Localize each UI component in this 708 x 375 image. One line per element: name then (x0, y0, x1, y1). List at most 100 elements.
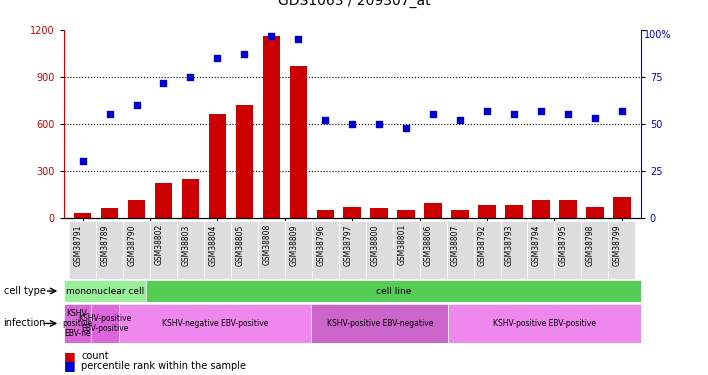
Text: GSM38803: GSM38803 (181, 224, 190, 266)
Bar (608, 221, 635, 279)
Bar (96, 221, 123, 279)
Text: GSM38808: GSM38808 (263, 224, 271, 266)
Text: percentile rank within the sample: percentile rank within the sample (81, 361, 246, 370)
Text: GSM38799: GSM38799 (613, 224, 622, 266)
Text: GSM38800: GSM38800 (370, 224, 379, 266)
Text: GSM38807: GSM38807 (451, 224, 460, 266)
Text: GSM38804: GSM38804 (208, 224, 217, 266)
Point (131, 102, 142, 108)
Text: mononuclear cell: mononuclear cell (66, 286, 144, 296)
Point (428, 111, 439, 117)
Text: GSM38798: GSM38798 (586, 224, 595, 266)
Text: KSHV-
positive
EBV-ne: KSHV- positive EBV-ne (62, 309, 93, 338)
Bar (420, 221, 447, 279)
Bar (231, 221, 258, 279)
Bar (586, 207, 604, 218)
Text: GSM38790: GSM38790 (127, 224, 137, 266)
Bar (64, 304, 91, 343)
Bar (285, 221, 312, 279)
Point (347, 121, 358, 127)
Text: ■: ■ (64, 350, 76, 363)
Point (212, 55, 223, 61)
Text: cell type: cell type (4, 286, 45, 296)
Text: GSM38795: GSM38795 (559, 224, 568, 266)
Point (292, 36, 304, 42)
Point (562, 111, 573, 117)
Bar (448, 304, 641, 343)
Bar (532, 200, 549, 217)
Bar (393, 221, 420, 279)
Text: 100%: 100% (644, 30, 672, 40)
Point (616, 108, 627, 114)
Bar (311, 304, 448, 343)
Point (104, 111, 115, 117)
Text: GSM38794: GSM38794 (532, 224, 541, 266)
Bar (506, 205, 523, 218)
Text: count: count (81, 351, 109, 361)
Bar (581, 221, 608, 279)
Bar (424, 203, 442, 217)
Bar (127, 200, 145, 217)
Point (401, 124, 412, 130)
Text: GSM38806: GSM38806 (424, 224, 433, 266)
Point (374, 121, 385, 127)
Text: GSM38801: GSM38801 (397, 224, 406, 266)
Text: GSM38802: GSM38802 (154, 224, 164, 266)
Text: GSM38796: GSM38796 (316, 224, 325, 266)
Point (319, 117, 331, 123)
Bar (155, 183, 172, 218)
Point (266, 33, 277, 39)
Bar (447, 221, 474, 279)
Text: cell line: cell line (376, 286, 411, 296)
Bar (209, 114, 226, 218)
Bar (123, 221, 150, 279)
Text: GSM38805: GSM38805 (235, 224, 244, 266)
Bar (397, 210, 415, 218)
Bar (366, 221, 393, 279)
Bar (554, 221, 581, 279)
Bar (150, 221, 177, 279)
Bar (236, 105, 253, 218)
Bar (177, 221, 204, 279)
Point (481, 108, 493, 114)
Text: GSM38789: GSM38789 (101, 224, 110, 266)
Point (185, 74, 196, 80)
Bar (69, 221, 96, 279)
Bar (119, 304, 311, 343)
Point (589, 115, 600, 121)
Point (508, 111, 520, 117)
Bar (290, 66, 307, 218)
Point (455, 117, 466, 123)
Bar (74, 213, 91, 217)
Text: GDS1063 / 209307_at: GDS1063 / 209307_at (278, 0, 430, 8)
Bar (613, 197, 631, 217)
Text: GSM38792: GSM38792 (478, 224, 487, 266)
Bar (479, 205, 496, 218)
Bar (91, 304, 119, 343)
Bar (182, 179, 199, 218)
Bar (338, 221, 366, 279)
Text: GSM38793: GSM38793 (505, 224, 514, 266)
Bar (146, 280, 641, 302)
Text: KSHV-positive EBV-negative: KSHV-positive EBV-negative (326, 319, 433, 328)
Text: KSHV-positive
EBV-positive: KSHV-positive EBV-positive (79, 314, 132, 333)
Text: ■: ■ (64, 359, 76, 372)
Bar (370, 208, 388, 218)
Text: infection: infection (4, 318, 46, 328)
Bar (204, 221, 231, 279)
Bar (258, 221, 285, 279)
Point (535, 108, 547, 114)
Bar (64, 280, 146, 302)
Text: KSHV-positive EBV-positive: KSHV-positive EBV-positive (493, 319, 596, 328)
Bar (527, 221, 554, 279)
Bar (451, 210, 469, 218)
Bar (101, 208, 118, 218)
Text: KSHV-negative EBV-positive: KSHV-negative EBV-positive (161, 319, 268, 328)
Point (239, 51, 250, 57)
Bar (559, 200, 577, 217)
Bar (316, 210, 334, 218)
Point (158, 80, 169, 86)
Text: GSM38809: GSM38809 (290, 224, 298, 266)
Bar (263, 36, 280, 218)
Bar (343, 207, 361, 218)
